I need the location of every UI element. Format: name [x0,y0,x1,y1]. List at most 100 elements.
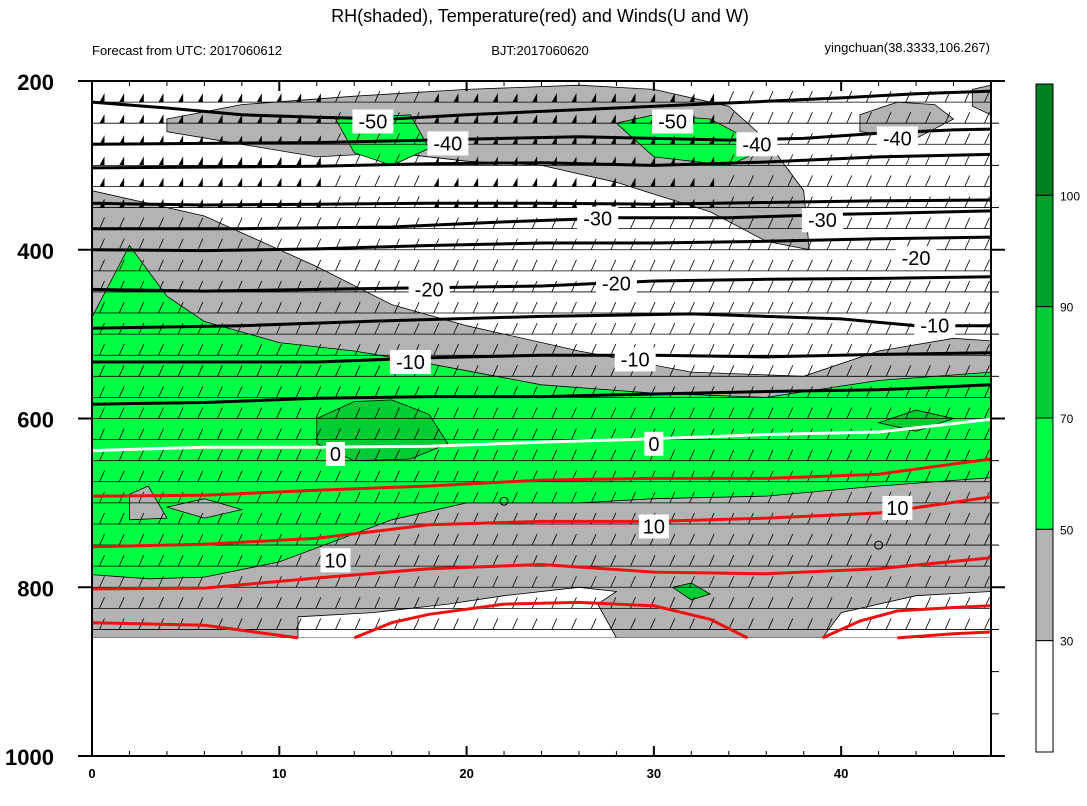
wind-barb-25 [826,618,833,630]
wind-barb-25 [590,618,597,630]
wind-barb-14 [335,386,341,398]
wind-barb-21 [885,533,892,546]
wind-barb-16 [590,428,597,440]
wind-barb-8 [807,259,813,272]
wind-barb-2 [964,133,971,145]
wind-barb-19 [315,491,322,504]
wind-barb-14 [984,386,990,398]
wind-barb-6 [689,217,695,229]
wind-barb-22 [374,554,381,567]
wind-barb-24 [256,597,263,609]
wind-flag-5 [256,198,262,208]
wind-barb-22 [905,554,912,567]
wind-barb-18 [354,470,361,482]
wind-barb-17 [571,449,577,461]
isotherm-label-16: 10 [638,514,669,539]
wind-barb-10 [315,301,322,314]
wind-barb-11 [669,322,676,335]
wind-barb-22 [748,554,754,567]
wind-barb-8 [689,259,695,272]
wind-barb-11 [177,322,184,335]
wind-barb-15 [256,407,263,419]
x-tick-label: 40 [834,766,848,781]
wind-barb-17 [551,449,558,461]
wind-barb-7 [708,238,715,250]
wind-barb-8 [118,259,125,272]
wind-barb-4 [846,175,853,187]
wind-barb-13 [177,365,184,377]
wind-barb-13 [748,365,754,377]
wind-flag-4 [650,177,656,187]
wind-barb-10 [295,301,302,314]
wind-barb-7 [885,238,892,250]
wind-barb-25 [453,618,459,630]
wind-barb-18 [118,470,125,482]
isotherm-label-15: 10 [320,548,351,573]
wind-barb-8 [531,259,538,272]
wind-barb-19 [925,491,931,504]
wind-barb-11 [472,322,479,335]
wind-barb-9 [767,280,774,293]
wind-barb-13 [669,365,676,377]
wind-barb-20 [925,512,931,525]
wind-barb-18 [905,470,912,482]
wind-barb-1 [964,112,971,124]
wind-barb-13 [689,365,695,377]
wind-barb-19 [394,491,400,504]
wind-barb-14 [354,386,361,398]
wind-barb-21 [177,533,184,546]
isotherm-label-14: 0 [644,431,664,456]
wind-barb-23 [158,576,164,588]
wind-barb-1 [748,112,754,124]
isotherm-label-9: -20 [895,246,937,271]
wind-barb-17 [197,449,204,461]
wind-barb-25 [944,618,951,630]
wind-flag-3 [650,156,656,166]
wind-barb-4 [748,175,754,187]
isotherm-label-text: -10 [621,349,650,371]
isotherm-label-17: 10 [882,495,913,520]
wind-barb-7 [256,238,263,250]
wind-barb-6 [767,217,774,229]
wind-barb-21 [590,533,597,546]
wind-barb-18 [177,470,184,482]
wind-barb-7 [118,238,125,250]
wind-barb-10 [118,301,125,314]
wind-barb-10 [630,301,636,314]
wind-barb-17 [807,449,813,461]
wind-barb-18 [236,470,243,482]
wind-barb-23 [374,576,381,588]
colorbar: 30 50 70 90 100 [1035,83,1080,753]
wind-barb-13 [276,365,282,377]
wind-barb-13 [590,365,597,377]
wind-barb-25 [433,618,440,630]
wind-barb-19 [826,491,833,504]
wind-barb-22 [571,554,577,567]
wind-barb-10 [649,301,656,314]
wind-barb-4 [767,175,774,187]
wind-barb-8 [335,259,341,272]
wind-barb-23 [413,576,420,588]
wind-barb-12 [177,344,184,356]
wind-barb-7 [944,238,951,250]
wind-barb-24 [158,597,164,609]
wind-barb-19 [295,491,302,504]
wind-barb-15 [217,407,223,419]
wind-barb-13 [944,365,951,377]
wind-barb-16 [728,428,735,440]
wind-barb-8 [433,259,440,272]
rh-region-3 [971,84,991,116]
wind-barb-11 [866,322,872,335]
wind-barb-23 [944,576,951,588]
wind-flag-2 [138,135,144,145]
wind-barb-8 [728,259,735,272]
isotherm-label-box [736,132,778,157]
wind-barb-23 [99,576,105,588]
wind-barb-8 [826,259,833,272]
wind-barb-12 [354,344,361,356]
wind-flag-4 [492,177,498,187]
wind-barb-24 [807,597,813,609]
wind-barb-19 [413,491,420,504]
isotherm-line-9 [92,383,991,406]
wind-barb-14 [256,386,263,398]
